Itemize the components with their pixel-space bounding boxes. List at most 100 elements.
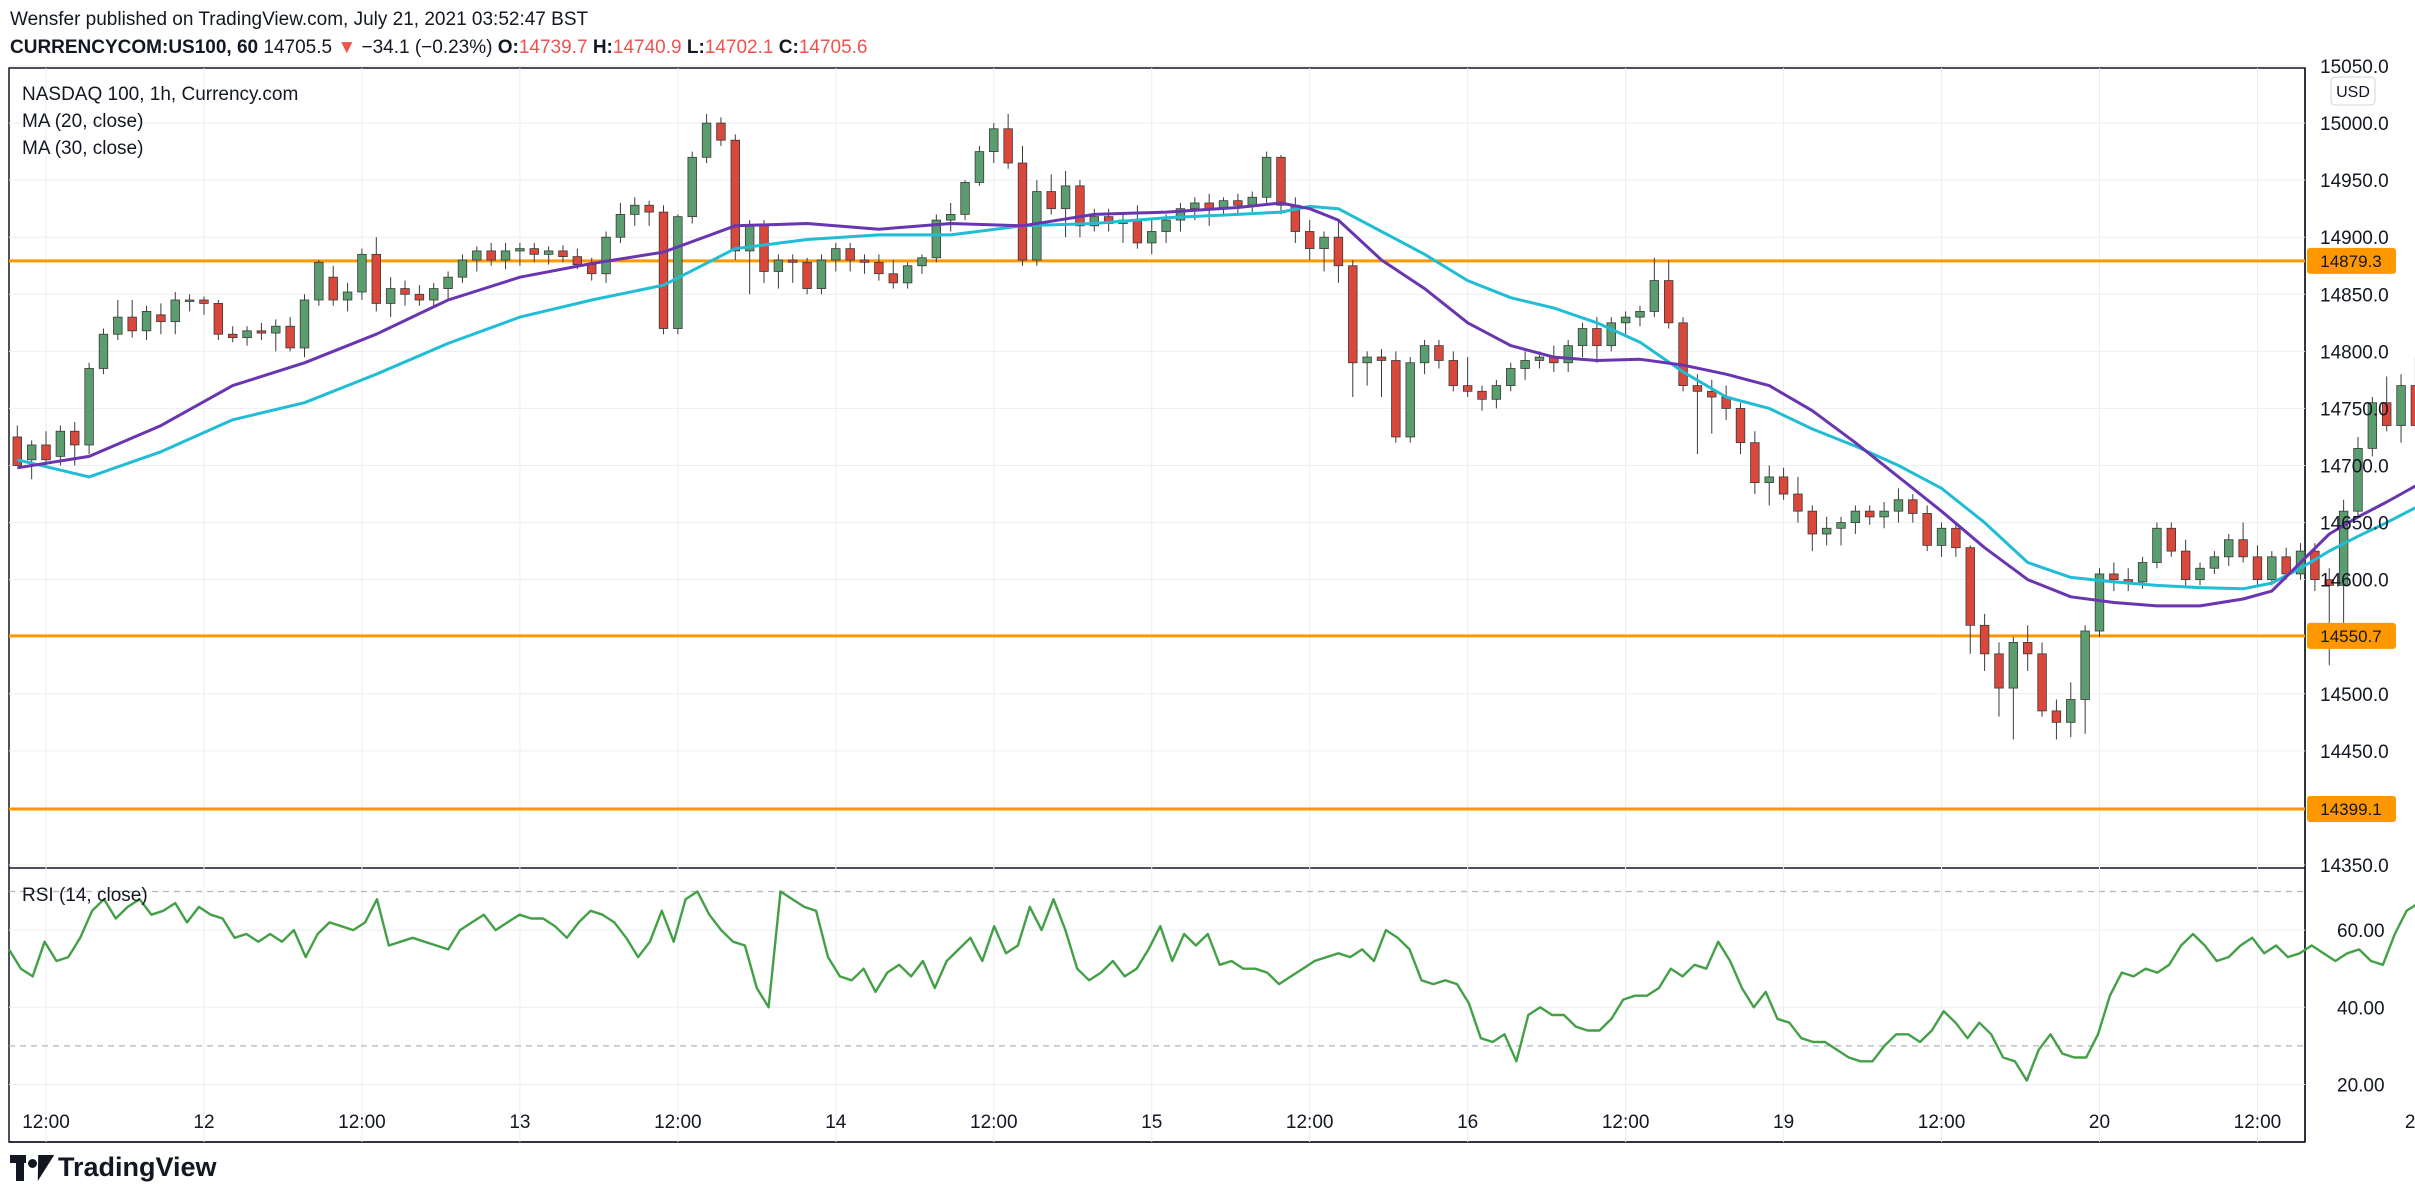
legend-rsi[interactable]: RSI (14, close) <box>22 885 148 906</box>
candle-down <box>1276 156 1286 206</box>
candle-up <box>1520 360 1530 369</box>
candle-up <box>989 128 999 153</box>
candle-down <box>716 122 726 141</box>
candle-up <box>2209 556 2220 569</box>
rsi-tick-label: 60.00 <box>2337 921 2385 942</box>
candle-up <box>1419 345 1430 364</box>
rsi-series-line <box>7 890 2415 1082</box>
close-label: C: <box>778 37 799 58</box>
legend-ma20[interactable]: MA (20, close) <box>22 111 143 132</box>
candle-up <box>917 257 927 267</box>
time-tick-label: 16 <box>1457 1112 1478 1133</box>
candle-up <box>1491 385 1502 400</box>
candle-down <box>285 325 295 349</box>
candle-up <box>960 182 970 215</box>
open-value: 14739.7 <box>518 37 588 58</box>
footer-brand[interactable]: TradingView <box>10 1152 217 1183</box>
candle-up <box>55 430 66 457</box>
candle-down <box>1477 390 1487 400</box>
candle-up <box>314 261 324 301</box>
candle-down <box>572 256 583 266</box>
low-value: 14702.1 <box>704 37 774 58</box>
price-tick-label: 14650.0 <box>2320 514 2389 535</box>
candle-down <box>2180 550 2191 581</box>
candle-down <box>2166 527 2177 552</box>
candle-up <box>1606 322 1616 347</box>
candle-down <box>1391 360 1401 438</box>
rsi-bands <box>9 890 2305 1047</box>
candle-up <box>974 151 985 183</box>
candle-up <box>1190 202 1200 210</box>
horizontal-levels <box>9 259 2305 811</box>
grid <box>9 65 2415 1142</box>
price-tick-label: 14600.0 <box>2320 571 2389 592</box>
candle-down <box>2252 556 2263 581</box>
candle-up <box>1635 311 1645 318</box>
candle-up <box>26 444 37 461</box>
candle-down <box>1434 345 1444 361</box>
price-axis[interactable]: 14350.014400.014450.014500.014550.014600… <box>2320 57 2389 877</box>
high-value: 14740.9 <box>612 37 682 58</box>
candle-up <box>601 236 611 275</box>
time-tick-label: 12:00 <box>970 1112 1018 1133</box>
candle-up <box>630 204 640 215</box>
candle-up <box>1506 368 1516 387</box>
time-tick-label: 12:00 <box>1286 1112 1334 1133</box>
time-tick-label: 12:00 <box>1918 1112 1966 1133</box>
candle-up <box>1362 356 1372 364</box>
rsi-axis[interactable]: 20.00 40.00 60.00 <box>2337 921 2385 1096</box>
candle-down <box>12 436 23 466</box>
candle-down <box>1448 360 1459 387</box>
candle-up <box>2267 556 2277 581</box>
candle-down <box>2324 579 2334 586</box>
candle-up <box>946 213 956 221</box>
candle-down <box>1979 624 1990 655</box>
candle-up <box>500 250 511 261</box>
candle-up <box>385 288 396 304</box>
candle-up <box>457 259 468 278</box>
time-tick-label: 12:00 <box>1602 1112 1650 1133</box>
candle-up <box>2195 567 2205 581</box>
candle-up <box>2008 642 2019 689</box>
rsi-line <box>7 890 2415 1082</box>
candle-down <box>1075 185 1085 227</box>
rsi-tick-label: 20.00 <box>2337 1076 2385 1097</box>
time-tick-label: 12:00 <box>338 1112 386 1133</box>
candle-down <box>558 250 568 258</box>
time-tick-label: 12:00 <box>2234 1112 2282 1133</box>
price-tick-label: 14950.0 <box>2320 171 2389 192</box>
candle-up <box>2338 510 2349 586</box>
time-tick-label: 14 <box>825 1112 847 1133</box>
time-axis[interactable]: 12:00 12 12:00 13 12:00 14 12:00 15 12:00 16 12:00… <box>22 1112 2415 1133</box>
candle-down <box>1750 442 1760 484</box>
candle-down <box>759 225 769 272</box>
candle-down <box>2037 653 2047 712</box>
legend-title[interactable]: NASDAQ 100, 1h, Currency.com <box>22 84 298 105</box>
candle-up <box>1850 510 1861 523</box>
candle-up <box>1764 476 1774 484</box>
legend-ma30[interactable]: MA (30, close) <box>22 138 143 159</box>
candle-up <box>701 122 712 158</box>
candle-down <box>1965 547 1975 626</box>
price-tick-label: 14350.0 <box>2320 856 2389 877</box>
time-tick-label: 21 <box>2405 1112 2415 1133</box>
candle-down <box>1333 236 1344 267</box>
price-tick-label: 14450.0 <box>2320 742 2389 763</box>
candle-up <box>1147 231 1157 244</box>
ma30-line <box>16 204 2415 591</box>
candle-up <box>357 253 367 293</box>
candle-down <box>874 261 884 275</box>
candle-up <box>1319 236 1329 250</box>
currency-badge[interactable] <box>2330 76 2376 106</box>
level-price-tags: 14879.3 14550.7 14399.1 <box>2307 247 2396 822</box>
candle-up <box>1161 219 1171 232</box>
candle-up <box>113 316 123 335</box>
publisher-line: Wensfer published on TradingView.com, Ju… <box>10 9 589 30</box>
candle-down <box>1908 499 1918 514</box>
candle-up <box>1821 527 1832 535</box>
candle-up <box>931 219 942 259</box>
candle-up <box>2066 699 2076 723</box>
candle-up <box>98 333 109 369</box>
price-change: −34.1 (−0.23%) <box>361 37 493 58</box>
